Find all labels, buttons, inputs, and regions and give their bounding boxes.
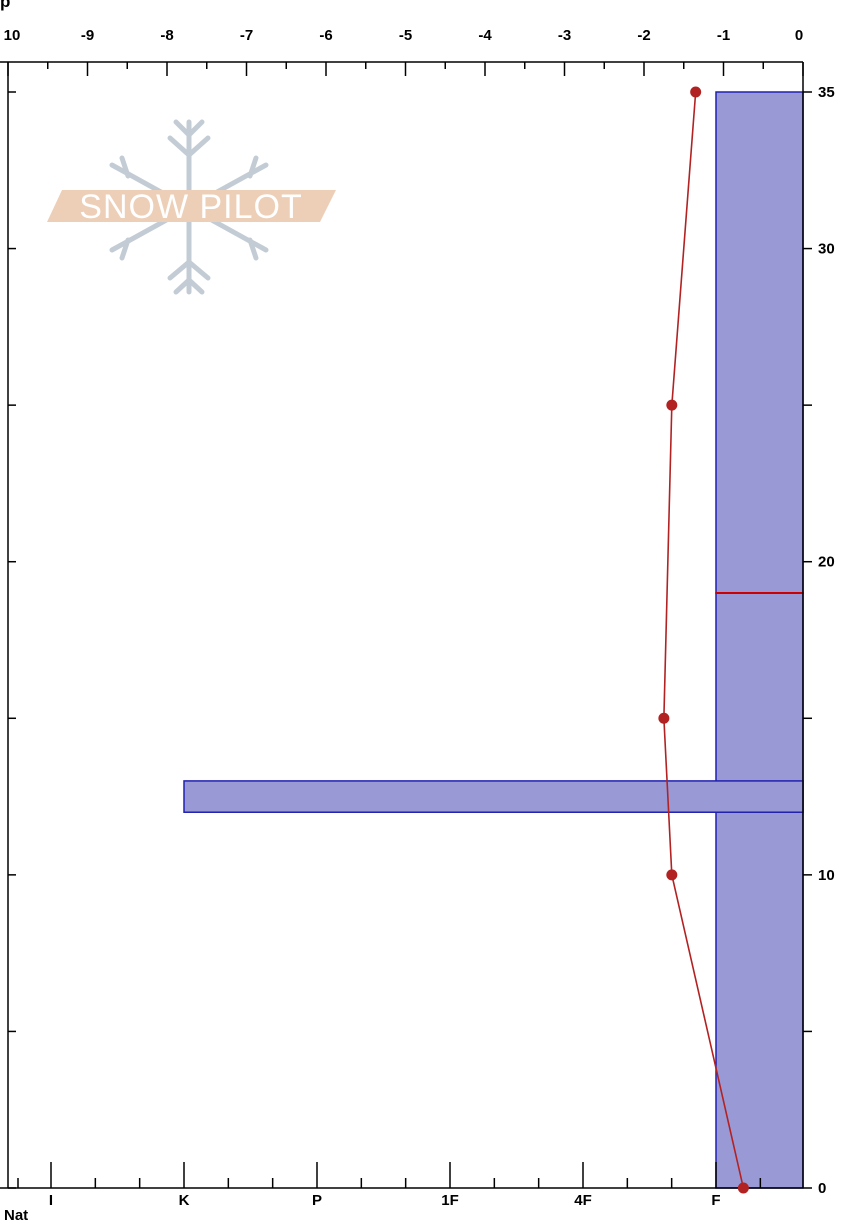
depth-tick-label: 20 [818,554,835,571]
hardness-layer-0 [715,592,804,1189]
hardness-layer-2 [183,780,804,813]
temperature-tick-label: -4 [478,27,492,44]
left-depth-axis [8,91,16,1189]
temperature-point [666,869,678,881]
depth-axis: 0 10 20 30 35 [803,84,835,1197]
hardness-tick-label: I [49,1192,53,1209]
depth-tick-label: 35 [818,84,835,101]
temperature-point [737,1182,749,1194]
hardness-tick-label: F [711,1192,720,1209]
depth-tick-label: 30 [818,241,835,258]
hardness-layer-1 [715,91,804,594]
header-label: p [0,0,11,11]
temperature-tick-label: -1 [717,27,730,44]
hardness-axis: I K P 1F 4F F [17,1162,762,1209]
temperature-tick-label: 0 [795,27,803,44]
temperature-tick-label: -2 [637,27,650,44]
temperature-point [690,86,702,98]
temperature-tick-label: -9 [81,27,94,44]
snow-pilot-watermark: SNOW PILOT [47,119,336,295]
watermark-text: SNOW PILOT [79,188,302,226]
hardness-layers [183,91,804,1189]
hardness-tick-label: 1F [441,1192,459,1209]
temperature-tick-label: -7 [240,27,253,44]
hardness-tick-label: K [179,1192,190,1209]
depth-tick-label: 10 [818,867,835,884]
notes-label: Nat [4,1207,29,1224]
temperature-axis: 10 -9 -8 -7 -6 -5 -4 -3 -2 -1 0 [4,27,804,76]
temperature-point [666,399,678,411]
temperature-tick-label: -5 [399,27,412,44]
temperature-tick-label: -8 [160,27,173,44]
depth-tick-label: 0 [818,1180,826,1197]
hardness-tick-label: P [312,1192,322,1209]
temperature-tick-label: 10 [4,27,21,44]
temperature-tick-label: -3 [558,27,571,44]
hardness-tick-label: 4F [574,1192,592,1209]
temperature-tick-label: -6 [319,27,332,44]
plot-frame [0,61,804,1189]
temperature-point [658,712,670,724]
temperature-profile [658,86,749,1194]
